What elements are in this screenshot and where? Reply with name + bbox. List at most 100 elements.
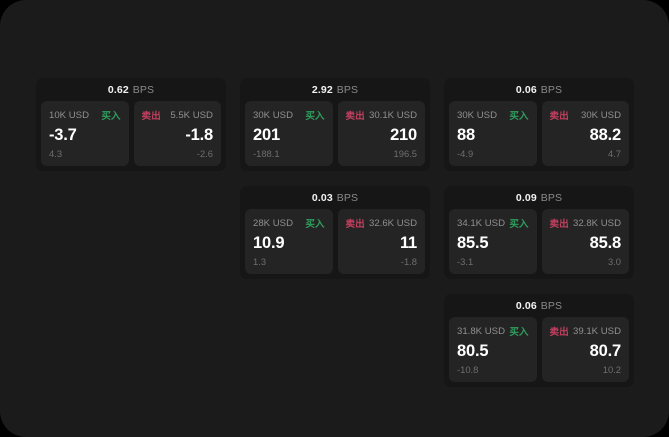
bps-unit-label: BPS: [336, 191, 359, 204]
sell-side-label: 卖出: [141, 111, 161, 122]
bps-value: 2.92: [311, 83, 333, 96]
buy-price: 85.5: [457, 233, 489, 252]
sell-side-label: 卖出: [549, 111, 569, 122]
spread-card[interactable]: 0.06 BPS 30K USD 买入 88 -4.9 卖出: [444, 78, 634, 171]
sell-delta: 196.5: [393, 148, 417, 159]
sell-delta: 3.0: [607, 256, 621, 267]
sell-price: 210: [390, 125, 417, 144]
sell-panel[interactable]: 卖出 32.8K USD 85.8 3.0: [541, 209, 629, 274]
sell-price: 85.8: [589, 233, 622, 252]
sell-panel[interactable]: 卖出 39.1K USD 80.7 10.2: [541, 317, 629, 382]
card-column-2: 2.92 BPS 30K USD 买入 201 -188.1 卖出: [240, 78, 430, 387]
card-panels: 30K USD 买入 88 -4.9 卖出 30K USD 88.2 4.7: [444, 101, 634, 166]
buy-panel-header: 10K USD 买入: [49, 109, 121, 123]
sell-delta: -2.6: [196, 148, 213, 159]
buy-side-label: 买入: [509, 111, 529, 122]
sell-panel-header: 卖出 32.8K USD: [549, 217, 622, 231]
spread-card-grid: 0.62 BPS 10K USD 买入 -3.7 4.3 卖出: [36, 78, 634, 387]
card-header: 0.06 BPS: [444, 294, 634, 317]
card-panels: 31.8K USD 买入 80.5 -10.8 卖出 39.1K USD 80.…: [444, 317, 634, 382]
bps-value: 0.06: [515, 299, 537, 312]
buy-panel[interactable]: 28K USD 买入 10.9 1.3: [245, 209, 333, 274]
spread-card[interactable]: 0.06 BPS 31.8K USD 买入 80.5 -10.8 卖: [444, 294, 634, 387]
bps-value: 0.06: [515, 83, 537, 96]
buy-delta: 1.3: [253, 256, 267, 267]
sell-panel-header: 卖出 5.5K USD: [141, 109, 214, 123]
sell-side-label: 卖出: [345, 111, 365, 122]
sell-panel-header: 卖出 32.6K USD: [345, 217, 418, 231]
card-panels: 30K USD 买入 201 -188.1 卖出 30.1K USD 210 1…: [240, 101, 430, 166]
buy-delta: 4.3: [49, 148, 63, 159]
buy-panel[interactable]: 31.8K USD 买入 80.5 -10.8: [449, 317, 537, 382]
sell-panel[interactable]: 卖出 30.1K USD 210 196.5: [337, 101, 425, 166]
buy-side-label: 买入: [305, 219, 325, 230]
sell-panel-header: 卖出 30.1K USD: [345, 109, 418, 123]
sell-quantity: 30K USD: [581, 109, 621, 121]
card-column-3: 0.06 BPS 30K USD 买入 88 -4.9 卖出: [444, 78, 634, 387]
buy-quantity: 30K USD: [457, 109, 497, 121]
card-header: 0.62 BPS: [36, 78, 226, 101]
sell-price: 80.7: [589, 341, 622, 360]
bps-unit-label: BPS: [132, 83, 155, 96]
buy-panel-header: 28K USD 买入: [253, 217, 325, 231]
buy-delta: -188.1: [253, 148, 280, 159]
sell-quantity: 5.5K USD: [170, 109, 213, 121]
sell-side-label: 卖出: [345, 219, 365, 230]
buy-panel[interactable]: 30K USD 买入 201 -188.1: [245, 101, 333, 166]
card-header: 0.06 BPS: [444, 78, 634, 101]
buy-quantity: 34.1K USD: [457, 217, 505, 229]
buy-price: 88: [457, 125, 475, 144]
sell-delta: 10.2: [602, 364, 621, 375]
buy-panel-header: 34.1K USD 买入: [457, 217, 529, 231]
sell-price: 11: [399, 233, 417, 252]
card-header: 2.92 BPS: [240, 78, 430, 101]
card-column-1: 0.62 BPS 10K USD 买入 -3.7 4.3 卖出: [36, 78, 226, 387]
buy-panel-header: 31.8K USD 买入: [457, 325, 529, 339]
sell-quantity: 32.8K USD: [573, 217, 621, 229]
buy-side-label: 买入: [305, 111, 325, 122]
buy-price: 80.5: [457, 341, 489, 360]
buy-quantity: 28K USD: [253, 217, 293, 229]
spread-card[interactable]: 0.03 BPS 28K USD 买入 10.9 1.3 卖出: [240, 186, 430, 279]
sell-price: -1.8: [185, 125, 213, 144]
sell-side-label: 卖出: [549, 219, 569, 230]
sell-side-label: 卖出: [549, 327, 569, 338]
card-header: 0.09 BPS: [444, 186, 634, 209]
bps-value: 0.09: [515, 191, 537, 204]
spread-card[interactable]: 0.62 BPS 10K USD 买入 -3.7 4.3 卖出: [36, 78, 226, 171]
buy-quantity: 31.8K USD: [457, 325, 505, 337]
sell-panel[interactable]: 卖出 30K USD 88.2 4.7: [541, 101, 629, 166]
sell-price: 88.2: [589, 125, 622, 144]
bps-unit-label: BPS: [540, 191, 563, 204]
card-panels: 10K USD 买入 -3.7 4.3 卖出 5.5K USD -1.8 -2.…: [36, 101, 226, 166]
buy-delta: -3.1: [457, 256, 474, 267]
buy-side-label: 买入: [509, 327, 529, 338]
sell-quantity: 32.6K USD: [369, 217, 417, 229]
buy-price: 10.9: [253, 233, 285, 252]
bps-value: 0.62: [107, 83, 129, 96]
buy-panel-header: 30K USD 买入: [457, 109, 529, 123]
buy-panel[interactable]: 10K USD 买入 -3.7 4.3: [41, 101, 129, 166]
buy-quantity: 10K USD: [49, 109, 89, 121]
sell-delta: -1.8: [400, 256, 417, 267]
buy-quantity: 30K USD: [253, 109, 293, 121]
buy-price: 201: [253, 125, 280, 144]
buy-panel[interactable]: 34.1K USD 买入 85.5 -3.1: [449, 209, 537, 274]
buy-delta: -4.9: [457, 148, 474, 159]
sell-panel[interactable]: 卖出 5.5K USD -1.8 -2.6: [133, 101, 221, 166]
buy-panel[interactable]: 30K USD 买入 88 -4.9: [449, 101, 537, 166]
card-header: 0.03 BPS: [240, 186, 430, 209]
spread-card[interactable]: 0.09 BPS 34.1K USD 买入 85.5 -3.1 卖出: [444, 186, 634, 279]
bps-unit-label: BPS: [336, 83, 359, 96]
card-panels: 28K USD 买入 10.9 1.3 卖出 32.6K USD 11 -1.8: [240, 209, 430, 274]
bps-unit-label: BPS: [540, 299, 563, 312]
sell-panel-header: 卖出 39.1K USD: [549, 325, 622, 339]
sell-panel-header: 卖出 30K USD: [549, 109, 622, 123]
sell-quantity: 39.1K USD: [573, 325, 621, 337]
sell-panel[interactable]: 卖出 32.6K USD 11 -1.8: [337, 209, 425, 274]
buy-side-label: 买入: [101, 111, 121, 122]
bps-unit-label: BPS: [540, 83, 563, 96]
spread-card[interactable]: 2.92 BPS 30K USD 买入 201 -188.1 卖出: [240, 78, 430, 171]
card-panels: 34.1K USD 买入 85.5 -3.1 卖出 32.8K USD 85.8…: [444, 209, 634, 274]
